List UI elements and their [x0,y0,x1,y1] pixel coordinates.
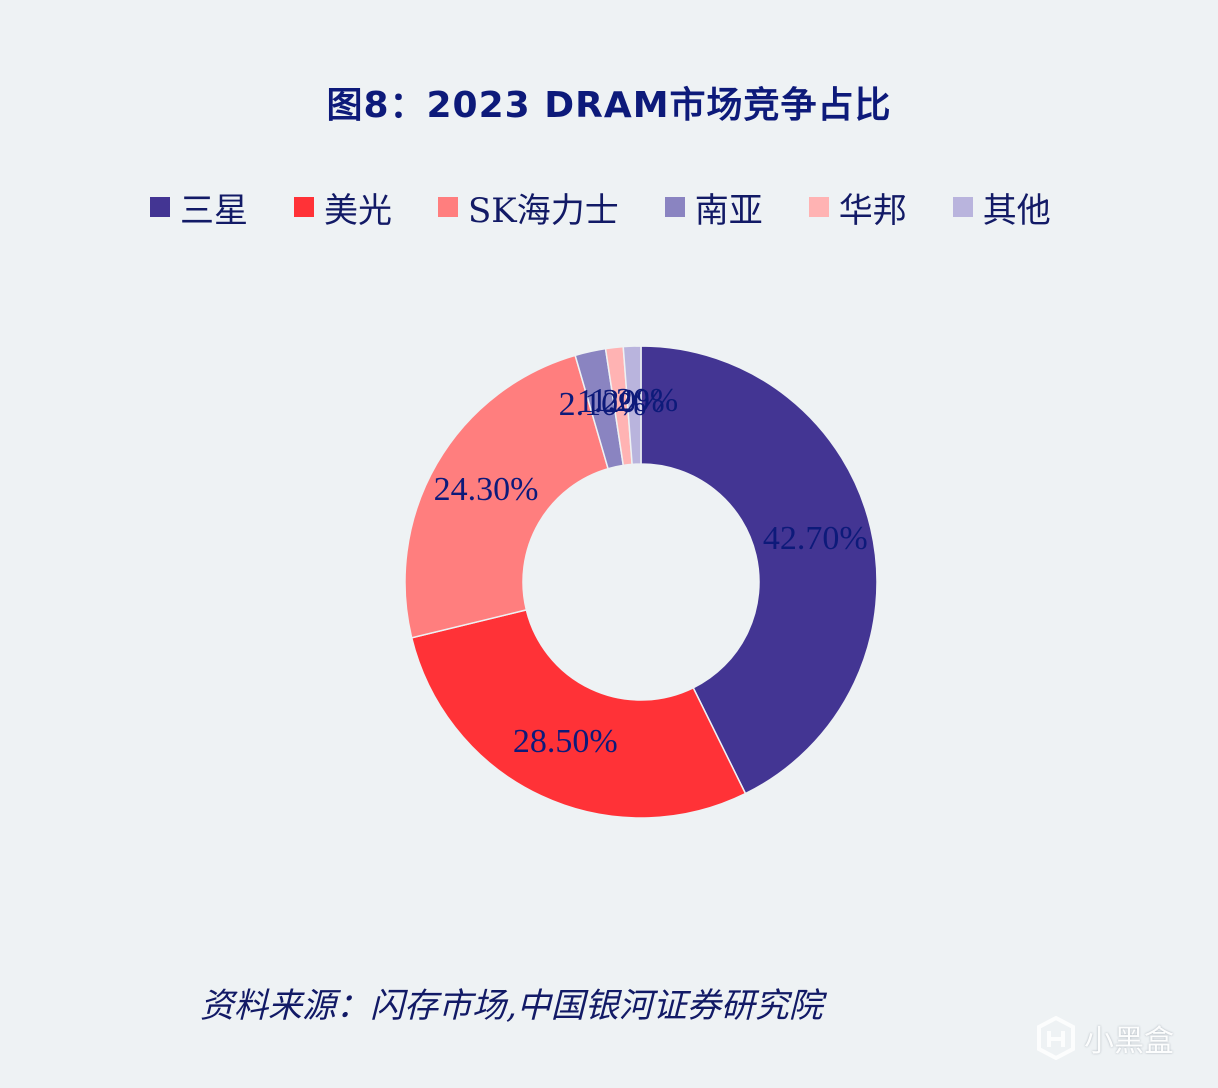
legend-item: SK海力士 [438,183,619,232]
donut-slice [622,345,642,466]
slice-label: 2.10% [559,386,647,423]
legend-swatch [150,197,170,217]
legend-label: 美光 [324,190,392,231]
chart-legend: 三星 美光 SK海力士 南亚 华邦 其他 [150,182,1097,232]
xiaoheihe-logo-icon [1037,1016,1075,1060]
source-note: 资料来源：闪存市场,中国银河证券研究院 [200,986,823,1026]
legend-label: 其他 [982,190,1051,231]
legend-item: 美光 [294,183,392,232]
legend-swatch [952,197,973,217]
legend-item: 南亚 [664,183,763,232]
legend-item: 三星 [150,183,248,232]
donut-slice [404,354,610,639]
watermark: 小黑盒 [1036,1010,1174,1066]
slice-label: 24.30% [434,471,539,508]
legend-label: 南亚 [694,190,763,231]
legend-swatch [438,197,458,217]
legend-label: 三星 [180,190,248,231]
chart-title: 图8：2023 DRAM市场竞争占比 [326,85,892,126]
slice-label: 42.70% [763,520,868,557]
watermark-text: 小黑盒 [1084,1024,1174,1059]
legend-item: 其他 [952,183,1051,232]
legend-label: SK海力士 [468,190,619,231]
slice-label: 28.50% [513,723,618,760]
slice-label: 1.20% [577,383,665,420]
slice-label: 1.20% [590,382,678,419]
donut-slice [640,345,878,795]
legend-swatch [294,197,314,217]
legend-swatch [664,197,685,217]
donut-slice [410,609,747,819]
legend-label: 华邦 [838,190,907,231]
legend-item: 华邦 [808,183,907,232]
legend-swatch [808,197,829,217]
